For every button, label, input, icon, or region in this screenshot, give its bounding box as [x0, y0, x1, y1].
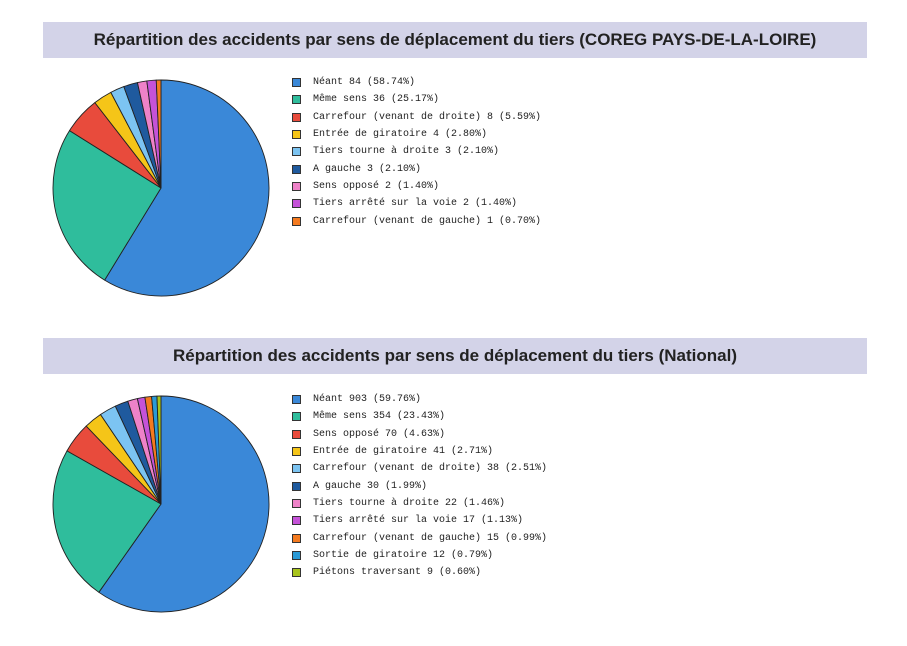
legend-item: Sens opposé 70 (4.63%)	[292, 426, 547, 443]
legend-label: Carrefour (venant de droite) 8 (5.59%)	[313, 111, 542, 123]
legend-item: Tiers tourne à droite 3 (2.10%)	[292, 143, 541, 160]
legend-swatch	[292, 464, 301, 474]
legend-item: Néant 903 (59.76%)	[292, 391, 547, 408]
legend-item: Néant 84 (58.74%)	[292, 74, 541, 91]
legend-label: Piétons traversant 9 (0.60%)	[313, 567, 482, 579]
legend-label: Même sens 36 (25.17%)	[313, 94, 440, 106]
legend-swatch	[292, 78, 301, 88]
legend-label: Sens opposé 2 (1.40%)	[313, 180, 440, 192]
legend-item: A gauche 3 (2.10%)	[292, 160, 541, 177]
legend-label: A gauche 30 (1.99%)	[313, 480, 428, 492]
legend-item: Sortie de giratoire 12 (0.79%)	[292, 547, 547, 564]
legend-label: Sens opposé 70 (4.63%)	[313, 428, 446, 440]
legend-label: Carrefour (venant de droite) 38 (2.51%)	[313, 463, 548, 475]
legend-item: Tiers arrêté sur la voie 2 (1.40%)	[292, 195, 541, 212]
legend-item: Carrefour (venant de gauche) 1 (0.70%)	[292, 212, 541, 229]
legend-swatch	[292, 568, 301, 578]
pie-slice-8	[155, 79, 162, 189]
pie-slice-1	[52, 130, 162, 281]
legend-swatch	[292, 395, 301, 405]
legend-regional: Néant 84 (58.74%) Même sens 36 (25.17%) Ca…	[292, 74, 541, 230]
legend-swatch	[292, 95, 301, 105]
legend-swatch	[292, 164, 301, 174]
legend-item: Tiers tourne à droite 22 (1.46%)	[292, 495, 547, 512]
legend-swatch	[292, 498, 301, 508]
legend-swatch	[292, 447, 301, 457]
legend-label: Même sens 354 (23.43%)	[313, 411, 446, 423]
legend-swatch	[292, 181, 301, 191]
legend-swatch	[292, 550, 301, 560]
pie-slice-0	[98, 395, 270, 613]
legend-swatch	[292, 516, 301, 526]
pie-chart-regional	[52, 79, 270, 297]
legend-item: A gauche 30 (1.99%)	[292, 477, 547, 494]
legend-item: Même sens 354 (23.43%)	[292, 408, 547, 425]
legend-label: Tiers arrêté sur la voie 2 (1.40%)	[313, 198, 518, 210]
legend-swatch	[292, 429, 301, 439]
chart-title-regional: Répartition des accidents par sens de dé…	[43, 22, 867, 58]
legend-label: Entrée de giratoire 4 (2.80%)	[313, 129, 488, 141]
legend-item: Sens opposé 2 (1.40%)	[292, 178, 541, 195]
pie-slice-10	[156, 395, 162, 505]
legend-item: Entrée de giratoire 4 (2.80%)	[292, 126, 541, 143]
legend-item: Carrefour (venant de gauche) 15 (0.99%)	[292, 529, 547, 546]
legend-label: Néant 903 (59.76%)	[313, 394, 422, 406]
legend-label: Néant 84 (58.74%)	[313, 77, 416, 89]
pie-slice-1	[52, 450, 162, 593]
legend-item: Carrefour (venant de droite) 8 (5.59%)	[292, 109, 541, 126]
pie-chart-national	[52, 395, 270, 613]
legend-swatch	[292, 481, 301, 491]
legend-label: Sortie de giratoire 12 (0.79%)	[313, 549, 494, 561]
legend-label: Tiers tourne à droite 22 (1.46%)	[313, 497, 506, 509]
legend-item: Entrée de giratoire 41 (2.71%)	[292, 443, 547, 460]
chart-title-national: Répartition des accidents par sens de dé…	[43, 338, 867, 374]
legend-swatch	[292, 412, 301, 422]
legend-swatch	[292, 112, 301, 122]
legend-label: Tiers tourne à droite 3 (2.10%)	[313, 146, 500, 158]
legend-label: Carrefour (venant de gauche) 15 (0.99%)	[313, 532, 548, 544]
legend-label: Carrefour (venant de gauche) 1 (0.70%)	[313, 215, 542, 227]
legend-label: Tiers arrêté sur la voie 17 (1.13%)	[313, 515, 524, 527]
pie-slice-0	[104, 79, 270, 297]
legend-swatch	[292, 533, 301, 543]
legend-label: Entrée de giratoire 41 (2.71%)	[313, 446, 494, 458]
legend-item: Tiers arrêté sur la voie 17 (1.13%)	[292, 512, 547, 529]
legend-label: A gauche 3 (2.10%)	[313, 163, 422, 175]
legend-item: Carrefour (venant de droite) 38 (2.51%)	[292, 460, 547, 477]
legend-national: Néant 903 (59.76%) Même sens 354 (23.43%)…	[292, 391, 547, 581]
legend-swatch	[292, 130, 301, 140]
legend-item: Même sens 36 (25.17%)	[292, 91, 541, 108]
legend-item: Piétons traversant 9 (0.60%)	[292, 564, 547, 581]
legend-swatch	[292, 199, 301, 209]
legend-swatch	[292, 147, 301, 157]
legend-swatch	[292, 216, 301, 226]
